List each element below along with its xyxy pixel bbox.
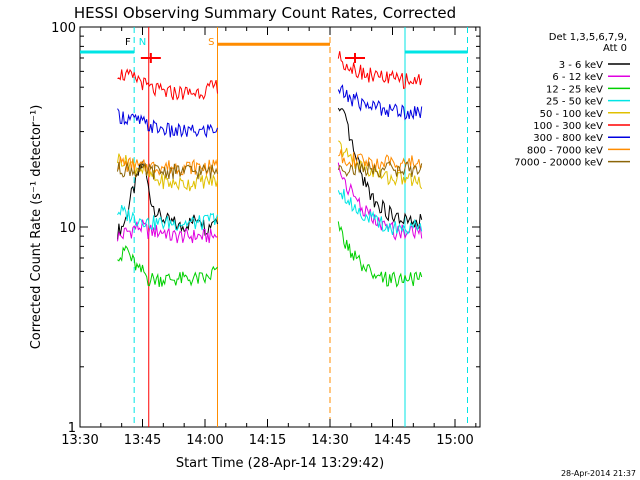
series-line [337,162,423,241]
legend-header: Det 1,3,5,6,7,9, [549,32,627,43]
event-marker-label: F [125,37,131,48]
series-line [117,68,218,101]
series-line [117,219,218,244]
x-tick-label: 14:45 [374,433,411,448]
legend-entry-label: 25 - 50 keV [546,97,603,108]
x-tick-label: 14:30 [311,433,348,448]
footer-timestamp: 28-Apr-2014 21:37 [561,469,636,478]
legend-entry-label: 300 - 800 keV [533,133,603,144]
chart-title: HESSI Observing Summary Count Rates, Cor… [74,4,456,22]
event-marker-label: N [139,37,146,48]
x-tick-label: 15:00 [436,433,473,448]
x-tick-label: 13:45 [124,433,161,448]
series-line [337,51,423,90]
y-tick-label: 10 [59,221,76,236]
legend-entry-label: 50 - 100 keV [540,109,604,120]
series-line [117,204,218,231]
series-line [117,108,218,139]
series-line [337,188,423,236]
legend-entry-label: 800 - 7000 keV [527,145,603,156]
series-line [337,107,423,229]
legend-entry-label: 12 - 25 keV [546,84,603,95]
series-line [117,161,218,180]
x-tick-label: 14:00 [186,433,223,448]
series-line [337,221,423,288]
event-marker-label: S [208,37,214,48]
series-line [337,84,423,121]
axis-layer: 13:30 13:45 14:00 14:15 14:30 14:45 15:00 1 10 10… [51,21,480,448]
series-line [337,161,423,179]
legend-header: Att 0 [603,43,627,54]
legend-entry-label: 7000 - 20000 keV [514,158,603,169]
legend-entry-label: 6 - 12 keV [552,72,603,83]
legend-entry-label: 3 - 6 keV [559,60,603,71]
x-axis-label: Start Time (28-Apr-14 13:29:42) [176,456,384,471]
x-tick-label: 14:15 [249,433,286,448]
legend-entry-label: 100 - 300 keV [533,121,603,132]
y-tick-label: 1 [68,421,76,436]
series-line [117,153,218,192]
x-tick-label: 13:30 [61,433,98,448]
series-layer [117,51,423,288]
series-line [117,245,218,287]
y-tick-label: 100 [51,21,76,36]
y-axis-label: Corrected Count Rate (s⁻¹ detector⁻¹) [29,105,44,350]
